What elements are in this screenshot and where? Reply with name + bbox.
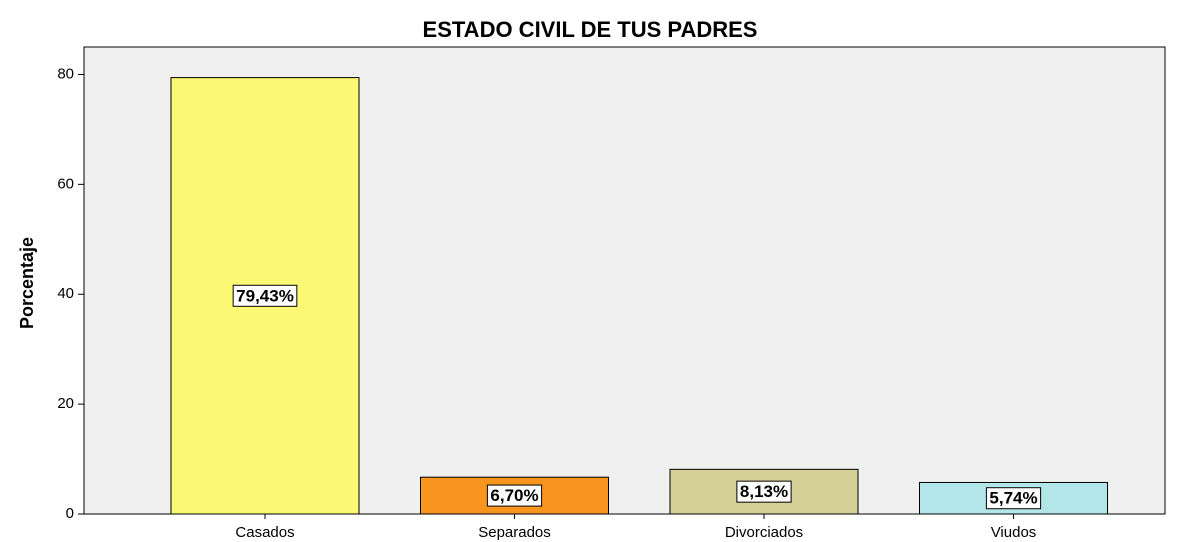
x-tick-label: Viudos: [991, 524, 1037, 541]
chart-title: ESTADO CIVIL DE TUS PADRES: [423, 17, 758, 42]
x-tick-label: Casados: [235, 524, 294, 541]
value-label: 8,13%: [740, 482, 788, 501]
value-label: 5,74%: [989, 489, 1037, 508]
value-label-box: [232, 284, 298, 307]
y-tick-label: 20: [57, 395, 74, 412]
y-tick-label: 40: [57, 285, 74, 302]
value-label-box: [736, 480, 792, 503]
x-tick-label: Divorciados: [725, 524, 803, 541]
x-tick-label: Separados: [478, 524, 551, 541]
y-tick-label: 0: [66, 505, 74, 522]
value-label: 6,70%: [490, 486, 538, 505]
value-label-box: [486, 484, 543, 507]
y-tick-label: 60: [57, 175, 74, 192]
y-tick-label: 80: [57, 65, 74, 82]
value-label: 79,43%: [236, 286, 294, 305]
value-label-box: [985, 487, 1042, 510]
y-axis-label: Porcentaje: [17, 237, 37, 329]
